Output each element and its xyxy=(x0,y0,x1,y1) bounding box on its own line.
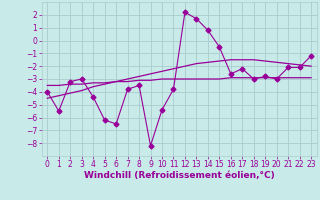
X-axis label: Windchill (Refroidissement éolien,°C): Windchill (Refroidissement éolien,°C) xyxy=(84,171,275,180)
